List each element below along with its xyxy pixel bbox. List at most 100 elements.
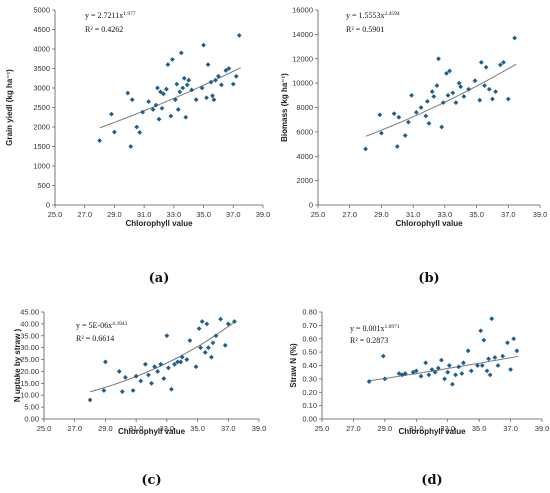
data-point bbox=[213, 333, 219, 339]
data-point bbox=[425, 99, 430, 104]
data-point bbox=[402, 371, 408, 376]
x-tick-label: 37.0 bbox=[226, 210, 241, 219]
x-tick-label: 37.0 bbox=[501, 210, 516, 219]
data-point bbox=[230, 81, 236, 87]
y-tick-label: 0.80 bbox=[302, 308, 317, 317]
x-tick-label: 35.0 bbox=[196, 210, 211, 219]
y-tick-label: 1000 bbox=[33, 162, 50, 171]
data-point bbox=[133, 373, 139, 379]
x-tick-label: 25.0 bbox=[37, 424, 52, 433]
data-point bbox=[444, 70, 449, 76]
data-point bbox=[109, 111, 114, 117]
data-point bbox=[402, 133, 408, 138]
data-point bbox=[478, 328, 484, 334]
y-tick-label: 3000 bbox=[33, 84, 50, 93]
data-point bbox=[447, 68, 453, 74]
data-point bbox=[216, 73, 221, 79]
data-point bbox=[164, 333, 170, 339]
data-point bbox=[150, 107, 156, 112]
fit-equation-exponent: 4.3943 bbox=[112, 321, 127, 327]
data-point bbox=[434, 83, 440, 88]
y-axis-title: N uptake by straw ) bbox=[13, 328, 22, 402]
y-tick-label: 0.40 bbox=[302, 361, 317, 370]
data-point bbox=[172, 361, 177, 367]
data-point bbox=[380, 353, 386, 359]
y-tick-label: 8000 bbox=[296, 103, 313, 112]
x-tick-label: 39.0 bbox=[533, 210, 548, 219]
data-point bbox=[161, 376, 167, 381]
data-point bbox=[187, 338, 193, 343]
panel-label: (a) bbox=[149, 271, 170, 286]
data-point bbox=[391, 111, 397, 116]
data-point bbox=[413, 368, 419, 374]
data-point bbox=[423, 360, 429, 366]
data-point bbox=[440, 100, 446, 106]
data-point bbox=[432, 369, 438, 375]
data-point bbox=[490, 96, 495, 102]
data-point bbox=[210, 340, 216, 346]
data-point bbox=[363, 146, 368, 152]
data-point bbox=[198, 345, 204, 351]
y-tick-label: 40.00 bbox=[20, 319, 39, 328]
y-tick-label: 2000 bbox=[33, 123, 50, 132]
data-point bbox=[97, 138, 102, 144]
data-point bbox=[511, 336, 517, 342]
y-tick-label: 0.30 bbox=[302, 374, 317, 383]
y-tick-label: 12000 bbox=[292, 54, 313, 63]
x-tick-label: 25.0 bbox=[315, 424, 330, 433]
x-tick-label: 39.0 bbox=[535, 424, 550, 433]
data-point bbox=[466, 86, 472, 92]
y-tick-label: 14000 bbox=[292, 30, 313, 39]
data-point bbox=[161, 91, 166, 97]
y-axis-title: Straw N (%) bbox=[289, 343, 298, 388]
data-point bbox=[382, 376, 388, 382]
y-tick-label: 20.00 bbox=[20, 367, 39, 376]
data-point bbox=[478, 60, 484, 65]
data-point bbox=[479, 363, 485, 368]
data-point bbox=[426, 372, 432, 378]
data-point bbox=[159, 105, 165, 111]
data-point bbox=[112, 129, 117, 135]
data-point bbox=[137, 130, 143, 135]
y-axis-title: Grain yiedl (kg ha⁻¹) bbox=[5, 69, 14, 146]
x-tick-label: 27.0 bbox=[342, 210, 357, 219]
data-point bbox=[483, 64, 489, 70]
data-point bbox=[204, 321, 210, 327]
data-point bbox=[186, 77, 192, 83]
data-point bbox=[165, 365, 171, 371]
data-point bbox=[418, 373, 424, 379]
data-point bbox=[475, 363, 480, 368]
data-point bbox=[377, 112, 383, 118]
x-tick-label: 29.0 bbox=[107, 210, 122, 219]
data-point bbox=[210, 93, 215, 99]
x-tick-label: 37.0 bbox=[503, 424, 518, 433]
x-axis-title: Chlorophyll value bbox=[398, 427, 466, 436]
data-point bbox=[439, 124, 445, 130]
data-point bbox=[458, 84, 464, 90]
x-tick-label: 33.0 bbox=[160, 424, 175, 433]
data-point bbox=[486, 86, 492, 92]
x-tick-label: 31.0 bbox=[129, 424, 144, 433]
y-tick-label: 500 bbox=[37, 181, 50, 190]
data-point bbox=[129, 97, 135, 103]
y-tick-label: 0.00 bbox=[302, 415, 317, 424]
data-point bbox=[146, 372, 151, 378]
data-point bbox=[497, 62, 503, 68]
data-point bbox=[199, 85, 205, 91]
y-tick-label: 0.60 bbox=[302, 334, 317, 343]
y-tick-label: 15.00 bbox=[20, 379, 39, 388]
y-tick-label: 4000 bbox=[33, 45, 50, 54]
y-tick-label: 0.50 bbox=[302, 348, 317, 357]
data-point bbox=[155, 369, 161, 374]
data-point bbox=[482, 83, 487, 88]
data-point bbox=[512, 35, 518, 41]
chart-panel-1: 25.0 27.0 29.0 31.0 33.0 35.0 37.0 39.0 0 500 1000… bbox=[5, 6, 270, 287]
data-point bbox=[149, 380, 154, 386]
data-point bbox=[128, 144, 134, 149]
data-point bbox=[179, 354, 185, 360]
y-tick-label: 0.20 bbox=[302, 388, 317, 397]
x-tick-label: 25.0 bbox=[311, 210, 326, 219]
trend-line bbox=[369, 355, 519, 382]
data-point bbox=[236, 32, 242, 38]
fit-equation-exponent: 1.6971 bbox=[385, 324, 400, 330]
